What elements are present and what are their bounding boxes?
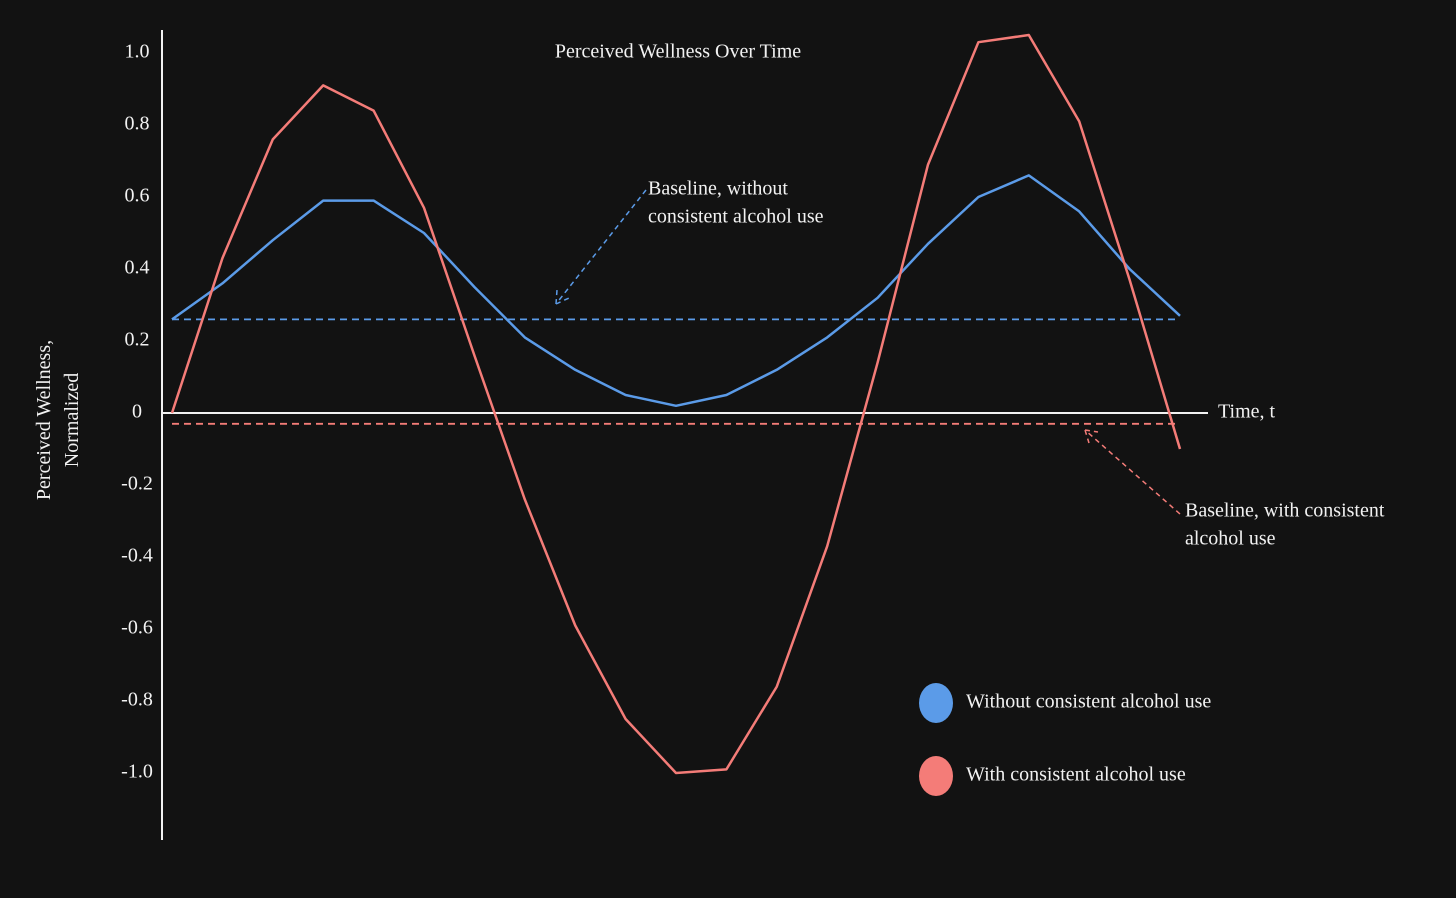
annotation: Baseline, without (648, 178, 788, 200)
y-tick-label: 0.6 (125, 185, 150, 207)
annotation: consistent alcohol use (648, 206, 824, 228)
y-axis-label: Perceived Wellness, Normalized (33, 340, 83, 500)
chart-title: Perceived Wellness Over Time (555, 41, 801, 63)
legend-label: With consistent alcohol use (966, 764, 1186, 786)
annotation-arrow (555, 189, 647, 305)
legend-label: Without consistent alcohol use (966, 691, 1211, 713)
y-tick-label: -0.8 (121, 689, 153, 711)
y-tick-label: 0.2 (125, 329, 150, 351)
annotation: Baseline, with consistent (1185, 500, 1385, 522)
series-line (170, 33, 1182, 775)
y-tick-label: -0.4 (121, 545, 153, 567)
y-tick-label: -1.0 (121, 761, 153, 783)
annotation: alcohol use (1185, 528, 1276, 550)
series-line (171, 174, 1181, 408)
y-tick-label: 1.0 (125, 41, 150, 63)
y-tick-label: -0.2 (121, 473, 153, 495)
annotation-arrow (1084, 429, 1181, 515)
y-axis-label-line: Normalized (61, 373, 83, 467)
legend-swatch (919, 683, 953, 723)
legend-swatch (919, 756, 953, 796)
y-tick-label: 0.8 (125, 113, 150, 135)
y-tick-label: 0 (132, 401, 142, 423)
y-axis-label-line: Perceived Wellness, (33, 340, 55, 500)
x-axis-label: Time, t (1218, 401, 1276, 423)
y-tick-label: 0.4 (125, 257, 150, 279)
y-tick-label: -0.6 (121, 617, 153, 639)
